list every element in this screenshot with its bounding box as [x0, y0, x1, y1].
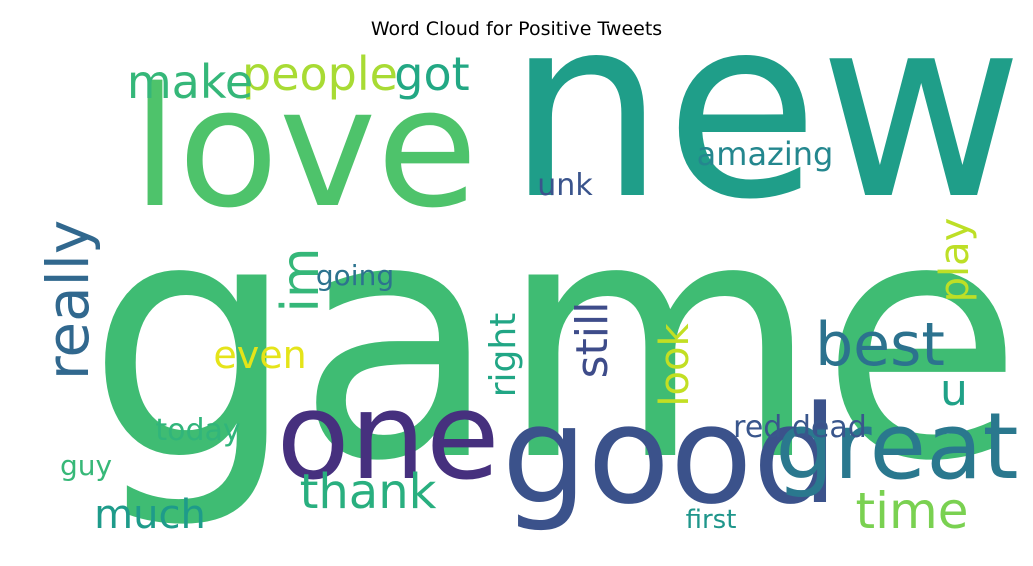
- word-24: today: [155, 413, 240, 448]
- word-15: even: [213, 333, 306, 377]
- word-1: new: [507, 0, 1024, 254]
- word-22: unk: [537, 168, 593, 203]
- word-4: one: [276, 368, 499, 507]
- word-6: people: [242, 47, 398, 101]
- word-23: going: [316, 259, 394, 292]
- word-16: still: [567, 302, 618, 379]
- word-3: good: [502, 377, 839, 534]
- word-7: make: [127, 55, 253, 109]
- word-25: red dead: [733, 410, 867, 445]
- word-2: love: [132, 52, 478, 244]
- word-0: game: [87, 149, 1023, 533]
- word-8: got: [394, 47, 469, 101]
- word-27: first: [686, 505, 737, 535]
- word-14: im: [271, 247, 331, 312]
- word-18: right: [483, 313, 524, 398]
- word-10: best: [815, 310, 945, 380]
- word-21: amazing: [697, 135, 834, 173]
- word-13: much: [94, 492, 206, 538]
- word-12: time: [856, 482, 969, 540]
- chart-title: Word Cloud for Positive Tweets: [370, 18, 663, 40]
- word-26: guy: [60, 449, 112, 482]
- word-9: really: [34, 220, 102, 380]
- word-19: u: [940, 365, 968, 416]
- word-20: play: [932, 218, 978, 303]
- word-11: thank: [300, 464, 437, 520]
- word-17: look: [652, 323, 698, 407]
- word-5: great: [775, 393, 1018, 500]
